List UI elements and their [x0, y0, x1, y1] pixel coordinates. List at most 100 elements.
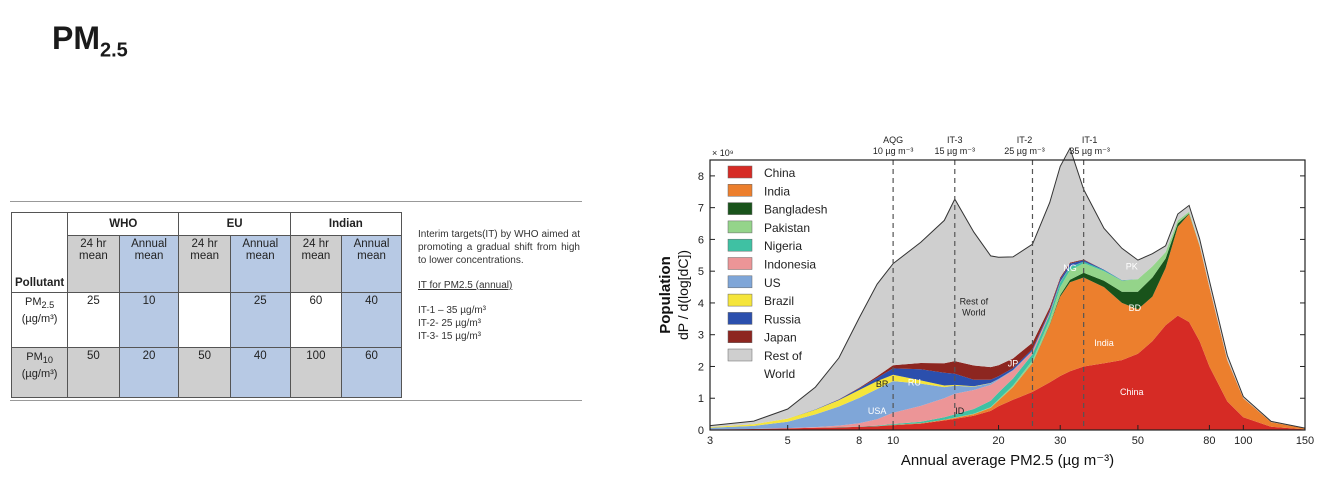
y-tick-label: 1 [698, 393, 704, 405]
sub-header-indian-24hr: 24 hr mean [289, 235, 343, 293]
sub-header-row: 24 hr mean Annual mean 24 hr mean Annual… [12, 235, 402, 293]
y-tick-label: 7 [698, 203, 704, 215]
x-tick-label: 5 [785, 435, 791, 447]
legend-swatch [727, 238, 753, 252]
notes-it-line: IT-2- 25 µg/m³ [418, 318, 481, 329]
guideline-label: IT-2 [1017, 135, 1033, 145]
value-cell: 40 [229, 347, 291, 398]
group-header-indian: Indian [289, 212, 403, 236]
y-tick-label: 5 [698, 266, 704, 278]
standards-table: Pollutant WHO EU Indian 24 hr mean Annua… [10, 212, 403, 398]
y-tick-label: 8 [698, 171, 704, 183]
area-nigeria [710, 211, 1305, 430]
value-cell: 100 [289, 347, 343, 398]
value-cell [178, 292, 231, 348]
pollutant-name: PM [24, 296, 42, 308]
guideline-label: AQG [883, 135, 903, 145]
area-annotation: BR [876, 379, 889, 389]
legend-swatch [727, 257, 753, 270]
legend-label: World [764, 367, 795, 381]
guideline-sublabel: 10 µg m⁻³ [873, 146, 913, 156]
legend-swatch [727, 312, 753, 325]
pollutant-unit: (µg/m³) [21, 313, 58, 326]
legend-swatch [727, 220, 753, 234]
pollutant-name: PM [26, 351, 43, 363]
guideline-label: IT-1 [1082, 135, 1098, 145]
value-cell: 10 [118, 292, 180, 348]
group-header-eu: EU [178, 212, 291, 236]
area-annotation: RU [908, 378, 921, 388]
sub-header-indian-annual: Annual mean [341, 235, 402, 293]
legend-label: Brazil [764, 294, 794, 308]
table-row: PM2.5 (µg/m³) 25 10 25 60 40 [10, 292, 402, 348]
legend-swatch [727, 348, 753, 362]
sub-header-eu-24hr: 24 hr mean [178, 235, 231, 293]
title-subscript: 2.5 [100, 39, 128, 62]
area-annotation: NG [1063, 263, 1077, 273]
y-tick-label: 6 [698, 234, 704, 246]
area-annotation: India [1094, 338, 1114, 348]
notes-it-line: IT-3- 15 µg/m³ [418, 331, 481, 342]
area-china [710, 315, 1305, 430]
value-cell: 20 [118, 347, 180, 398]
notes-intro: Interim targets(IT) by WHO aimed at prom… [418, 229, 580, 266]
area-annotation: Rest of [960, 297, 989, 307]
sub-header-eu-annual: Annual mean [229, 235, 291, 293]
y-axis-title-line1: Population [657, 256, 674, 334]
page-title: PM2.5 [52, 20, 128, 62]
area-annotation: China [1120, 387, 1144, 397]
area-rest-of-world [710, 148, 1305, 429]
y-multiplier: × 10⁹ [712, 148, 734, 158]
legend-label: Rest of [764, 349, 803, 363]
legend-swatch [727, 184, 753, 197]
guideline-sublabel: 35 µg m⁻³ [1069, 146, 1109, 156]
pollutant-header: Pollutant [10, 212, 69, 293]
legend-swatch [727, 293, 753, 307]
legend-label: Pakistan [764, 221, 810, 235]
pollutant-subscript: 2.5 [41, 300, 55, 311]
value-cell: 25 [229, 292, 291, 348]
guideline-label: IT-3 [947, 135, 963, 145]
sub-header-who-annual: Annual mean [118, 235, 180, 293]
guideline-sublabel: 15 µg m⁻³ [935, 146, 975, 156]
top-divider [10, 201, 582, 202]
legend-label: Bangladesh [764, 203, 827, 217]
x-tick-label: 50 [1132, 435, 1144, 447]
value-cell: 60 [341, 347, 402, 398]
legend-label: Nigeria [764, 239, 802, 253]
area-annotation: JP [1008, 358, 1019, 368]
legend-swatch [727, 165, 753, 179]
sub-header-who-24hr: 24 hr mean [67, 235, 120, 293]
legend-label: Russia [764, 312, 801, 326]
interim-targets-notes: Interim targets(IT) by WHO aimed at prom… [418, 228, 580, 343]
area-annotation: ID [955, 406, 965, 416]
area-annotation: USA [868, 406, 887, 416]
area-annotation: World [962, 308, 985, 318]
pollutant-subscript: 10 [42, 355, 53, 366]
value-cell: 50 [178, 347, 231, 398]
value-cell: 40 [341, 292, 402, 348]
y-axis-title-line2: dP / d(log[dC]) [675, 250, 691, 340]
table-row: PM10 (µg/m³) 50 20 50 40 100 60 [10, 347, 402, 398]
value-cell: 60 [289, 292, 343, 348]
x-tick-label: 30 [1054, 435, 1066, 447]
value-cell: 25 [67, 292, 120, 348]
notes-it-heading: IT for PM2.5 (annual) [418, 280, 513, 291]
guideline-sublabel: 25 µg m⁻³ [1004, 146, 1044, 156]
legend-swatch [727, 275, 753, 289]
legend-swatch [727, 330, 753, 343]
x-tick-label: 150 [1296, 435, 1314, 447]
x-tick-label: 3 [707, 435, 713, 447]
plot-frame [709, 159, 1306, 431]
legend-label: Indonesia [764, 258, 816, 272]
legend-label: India [764, 184, 790, 198]
y-tick-label: 0 [698, 425, 704, 437]
bottom-divider [10, 400, 582, 401]
area-annotation: PK [1126, 262, 1138, 272]
value-cell: 50 [67, 347, 120, 398]
area-annotation: BD [1129, 303, 1142, 313]
x-tick-label: 8 [856, 435, 862, 447]
x-tick-label: 10 [887, 435, 899, 447]
total-outline [709, 146, 1306, 429]
